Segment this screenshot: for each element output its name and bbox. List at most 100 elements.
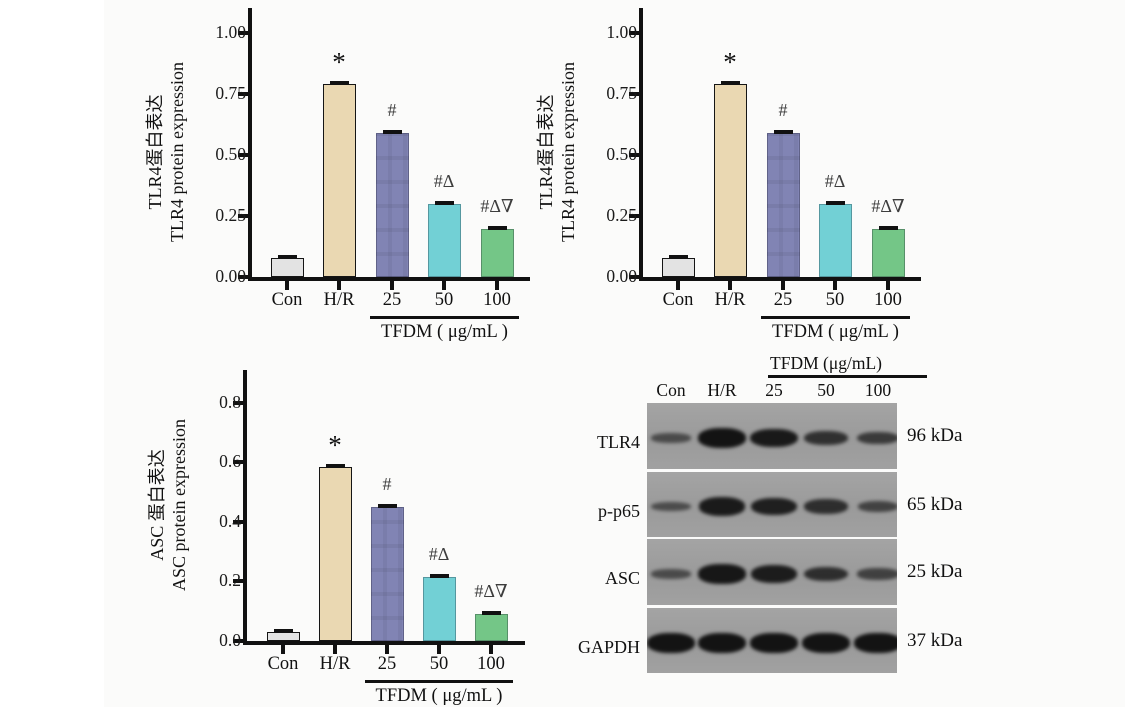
y-tick-label: 0.00 [606,266,637,286]
x-tick-mark [385,645,389,654]
significance-label: # [382,473,392,494]
group-label: TFDM ( μg/mL ) [381,322,508,342]
y-axis-title-en: TLR4 protein expression [558,62,578,242]
y-tick-mark [233,400,243,405]
x-tick-mark [437,645,441,654]
bar-50 [427,203,461,277]
x-category-label: 100 [483,290,511,310]
x-tick-mark [333,645,337,654]
x-tick-mark [676,281,680,290]
y-axis-title-en: TLR4 protein expression [167,62,187,242]
significance-label: # [778,100,788,121]
x-category-label: Con [271,290,303,310]
bar-50 [818,203,852,277]
error-bar-cap [720,81,740,86]
x-tick-mark [781,281,785,290]
significance-label: #Δ [824,170,846,191]
x-tick-mark [886,281,890,290]
y-tick-mark [238,275,248,279]
blot-strip-asc [647,539,897,605]
blot-mw-label: 65 kDa [907,493,963,515]
group-underline [370,316,519,319]
protein-band [804,566,848,582]
x-tick-mark [337,281,341,290]
bar-100 [871,229,905,277]
significance-label: # [387,100,397,121]
y-tick-label: 0.4 [219,510,241,531]
bar-con [270,257,304,277]
x-tick-mark [285,281,289,290]
y-tick-mark [233,460,243,465]
x-tick-mark [281,645,285,654]
blot-strip-tlr4 [647,403,897,469]
protein-band [750,564,798,584]
error-bar-cap [329,81,349,86]
y-axis-title-cn: ASC 蛋白表达 [147,449,167,561]
x-tick-mark [489,645,493,654]
y-tick-label: 0.25 [606,205,637,226]
protein-band [698,564,746,584]
y-tick-mark [238,31,248,36]
y-tick-mark [629,153,639,158]
protein-band [857,431,897,445]
significance-label: * [328,429,342,460]
x-category-label: 50 [429,654,449,674]
protein-band [750,632,798,653]
x-tick-mark [390,281,394,290]
x-tick-mark [495,281,499,290]
bar-100 [480,229,514,277]
error-bar-cap [668,254,688,259]
protein-band [651,501,691,512]
x-category-label: 50 [434,290,454,310]
y-tick-label: 0.6 [219,451,241,472]
x-tick-mark [728,281,732,290]
x-axis-line [248,277,530,281]
blot-mw-label: 37 kDa [907,629,963,651]
y-axis-title: TLR4蛋白表达 TLR4 protein expression [144,62,188,242]
x-category-label: H/R [323,290,355,310]
y-tick-label: 0.75 [215,83,246,104]
protein-band [698,632,746,653]
x-axis-line [243,641,525,645]
error-bar-cap [377,503,397,508]
blot-row-label: TLR4 [597,432,640,452]
protein-band [802,632,850,653]
error-bar-cap [773,130,793,135]
y-tick-label: 0.50 [215,144,246,165]
y-axis-title: TLR4蛋白表达 TLR4 protein expression [535,62,579,242]
error-bar-cap [487,226,507,231]
blot-mw-label: 96 kDa [907,425,963,446]
error-bar-cap [825,200,845,205]
y-tick-label: 0.25 [215,205,246,226]
x-tick-mark [442,281,446,290]
y-tick-label: 0.8 [219,391,241,412]
protein-band [698,497,746,516]
bar-25 [370,506,404,641]
protein-band [804,499,848,514]
x-axis-line [639,277,921,281]
y-axis-title-cn: TLR4蛋白表达 [536,94,556,210]
error-bar-cap [273,629,293,634]
protein-band [804,430,848,446]
y-tick-mark [629,275,639,279]
y-axis-line [248,8,252,281]
y-axis-title-en: ASC protein expression [169,419,189,591]
y-tick-mark [629,214,639,219]
blot-header-underline [768,375,927,378]
error-bar-cap [277,254,297,259]
y-tick-mark [233,639,243,643]
significance-label: * [723,47,737,78]
x-category-label: 25 [382,290,402,310]
x-category-label: H/R [714,290,746,310]
protein-band [750,428,798,448]
y-axis-title: ASC 蛋白表达 ASC protein expression [146,419,190,591]
bar-25 [375,133,409,277]
y-axis-line [243,370,247,645]
y-tick-label: 1.00 [215,22,246,43]
protein-band [698,428,746,448]
blot-lane-label: H/R [707,380,737,400]
x-category-label: 25 [377,654,397,674]
bar-25 [766,133,800,277]
x-category-label: H/R [319,654,351,674]
